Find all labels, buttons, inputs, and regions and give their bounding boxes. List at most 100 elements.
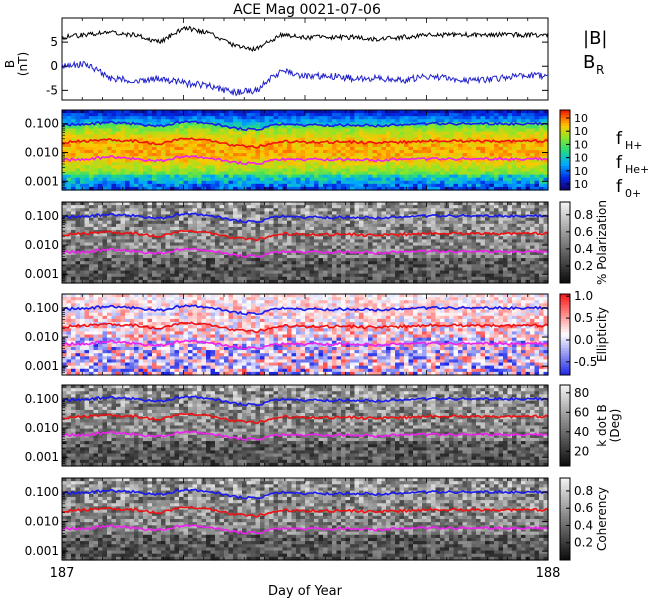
power-panel-cell — [201, 174, 207, 179]
power-panel-cell — [201, 159, 207, 163]
power-panel-cell — [161, 143, 167, 148]
power-panel-cell — [174, 159, 180, 163]
mag-panel-y-tick-label: 5 — [50, 35, 58, 49]
power-panel-cell — [84, 177, 90, 182]
power-panel-cell — [75, 186, 81, 191]
power-panel-cell — [89, 134, 95, 139]
power-panel-cell — [102, 113, 108, 117]
power-panel-cell — [170, 110, 176, 114]
power-panel-cell — [66, 186, 72, 191]
power-panel-cell — [116, 134, 122, 139]
power-panel-cell — [197, 159, 203, 163]
power-panel-cell — [62, 143, 68, 148]
power-panel-cell — [161, 180, 167, 185]
power-panel-cell — [165, 119, 171, 123]
power-panel-cell — [125, 186, 131, 191]
power-panel-cell — [174, 177, 180, 182]
power-panel-y-tick-label: 0.010 — [25, 146, 59, 160]
power-panel-colorbar-tick-label: 10 — [574, 152, 588, 165]
power-panel-cell — [116, 143, 122, 148]
power-panel-cell — [147, 134, 153, 139]
power-panel-cell — [75, 159, 81, 163]
power-panel-cell — [197, 122, 203, 126]
power-panel-cell — [147, 150, 153, 154]
power-panel-cell — [165, 134, 171, 139]
power-panel-cell — [143, 146, 149, 151]
power-panel-cell — [129, 110, 135, 114]
power-panel-cell — [188, 156, 194, 160]
power-panel-cell — [197, 146, 203, 151]
power-panel-cell — [98, 116, 104, 120]
power-panel-cell — [129, 153, 135, 157]
power-panel-cell — [116, 171, 122, 176]
power-panel-cell — [80, 180, 86, 185]
power-panel-cell — [129, 146, 135, 151]
power-panel-cell — [138, 168, 144, 173]
power-panel-cell — [102, 146, 108, 151]
power-panel-cell — [62, 186, 68, 191]
power-panel-cell — [156, 174, 162, 179]
power-panel-cell — [129, 125, 135, 130]
power-panel-cell — [170, 150, 176, 154]
power-panel-cell — [120, 153, 126, 157]
power-panel-cell — [174, 180, 180, 185]
power-panel-cell — [107, 171, 113, 176]
power-panel-cell — [66, 168, 72, 173]
power-panel-cell — [102, 143, 108, 148]
power-panel-cell — [201, 171, 207, 176]
power-panel-cell — [147, 183, 153, 188]
power-panel-cell — [62, 119, 68, 123]
mag-panel-legend-br: B — [583, 52, 595, 73]
power-panel-cell — [107, 174, 113, 179]
power-panel-cell — [147, 186, 153, 191]
power-panel-cell — [156, 137, 162, 142]
power-panel-cell — [102, 159, 108, 163]
power-panel-y-tick-label: 0.100 — [25, 117, 59, 131]
power-panel-cell — [107, 125, 113, 130]
power-panel-cell — [62, 153, 68, 157]
power-panel-cell — [98, 180, 104, 185]
power-panel-cell — [80, 168, 86, 173]
power-panel-cell — [75, 150, 81, 154]
power-panel-cell — [201, 168, 207, 173]
power-panel-cell — [120, 137, 126, 142]
power-panel-cell — [165, 171, 171, 176]
power-panel-cell — [192, 150, 198, 154]
power-panel-cell — [188, 137, 194, 142]
power-panel-cell — [107, 156, 113, 160]
power-panel-cell — [62, 113, 68, 117]
power-panel-cell — [165, 140, 171, 145]
power-panel-cell — [143, 180, 149, 185]
power-panel-cell — [134, 150, 140, 154]
power-panel-cell — [152, 110, 158, 114]
power-panel-cell — [201, 153, 207, 157]
power-panel-cell — [156, 131, 162, 136]
power-panel-cell — [143, 122, 149, 126]
power-panel-cell — [120, 116, 126, 120]
power-panel-cell — [98, 134, 104, 139]
power-panel-cell — [80, 113, 86, 117]
power-panel-cell — [165, 128, 171, 133]
power-panel-cell — [134, 110, 140, 114]
power-panel-cell — [62, 137, 68, 142]
power-panel-cell — [161, 162, 167, 166]
power-panel-cell — [102, 131, 108, 136]
power-panel-cell — [170, 162, 176, 166]
power-panel-cell — [102, 153, 108, 157]
power-panel-cell — [192, 116, 198, 120]
power-panel-colorbar-tick-label: 10 — [574, 112, 588, 125]
power-panel-cell — [188, 162, 194, 166]
power-panel-cell — [116, 113, 122, 117]
power-panel-cell — [71, 143, 77, 148]
power-panel-cell — [107, 140, 113, 145]
power-panel-cell — [66, 122, 72, 126]
power-panel-cell — [80, 143, 86, 148]
power-panel-cell — [183, 180, 189, 185]
power-panel-cell — [134, 186, 140, 191]
power-panel-cell — [143, 113, 149, 117]
power-panel-cell — [134, 131, 140, 136]
power-panel-cell — [201, 140, 207, 145]
power-panel-cell — [107, 162, 113, 166]
power-panel-cell — [143, 183, 149, 188]
power-panel-cell — [161, 183, 167, 188]
